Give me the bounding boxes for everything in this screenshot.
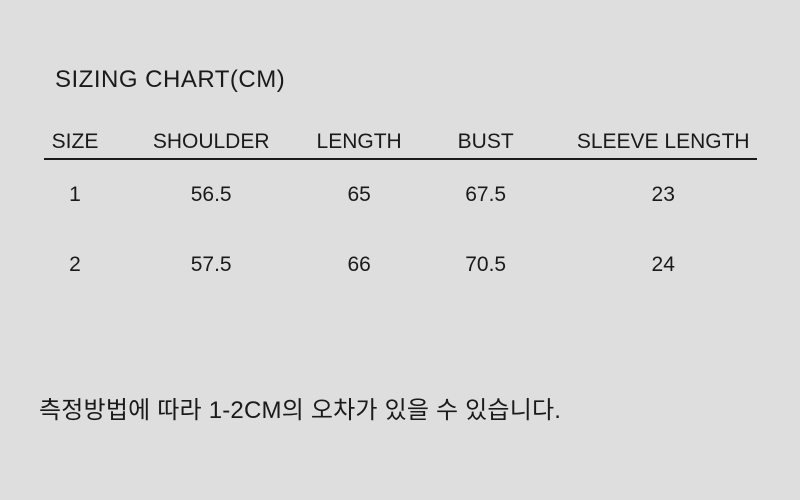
sleeve-length-cell: 24 <box>651 253 675 276</box>
sleeve-length-cell: 23 <box>651 183 675 206</box>
bust-cell: 70.5 <box>465 253 507 276</box>
column-header-length: LENGTH <box>316 126 402 160</box>
sizing-table: SIZE SHOULDER LENGTH BUST SLEEVE LENGTH … <box>44 126 757 300</box>
table-header-row: SIZE SHOULDER LENGTH BUST SLEEVE LENGTH <box>44 126 757 160</box>
column-header-shoulder: SHOULDER <box>106 126 317 160</box>
size-cell: 2 <box>69 253 81 276</box>
table-row-size-2: 2 57.5 66 70.5 24 <box>44 230 757 300</box>
table-row-size-1: 1 56.5 65 67.5 23 <box>44 159 757 230</box>
size-cell: 1 <box>69 183 81 206</box>
shoulder-cell: 56.5 <box>190 183 232 206</box>
column-header-bust: BUST <box>401 126 570 160</box>
column-header-sleeve-length: SLEEVE LENGTH <box>569 126 757 160</box>
column-header-size: SIZE <box>44 126 107 160</box>
bust-cell: 67.5 <box>465 183 507 206</box>
length-cell: 65 <box>347 183 371 206</box>
measurement-tolerance-note: 측정방법에 따라 1-2CM의 오차가 있을 수 있습니다. <box>39 397 562 424</box>
shoulder-cell: 57.5 <box>190 253 232 276</box>
sizing-chart-title: SIZING CHART(CM) <box>55 66 286 93</box>
length-cell: 66 <box>347 253 371 276</box>
